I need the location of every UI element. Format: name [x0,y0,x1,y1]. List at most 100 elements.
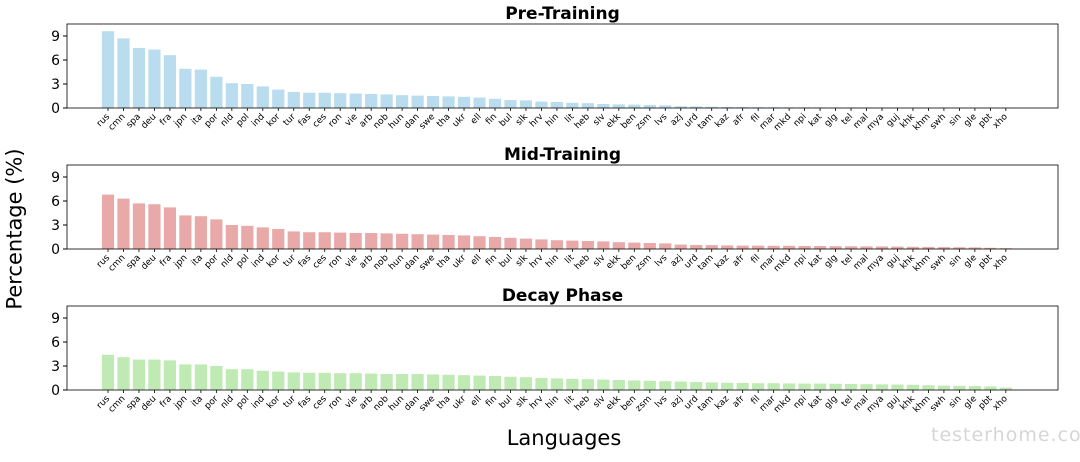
x-tick-label: sin [947,394,963,410]
x-tick-label: ron [327,253,344,270]
x-tick-label: kaz [713,394,731,412]
bar-tam [706,382,718,390]
x-tick-label: pol [235,394,252,411]
x-tick-label: jpn [172,253,190,271]
bar-slk [520,377,532,390]
x-tick-label: swe [418,253,438,273]
x-tick-label: fra [158,112,174,128]
x-tick-label: ell [469,394,484,409]
x-tick-label: hun [387,112,406,131]
x-tick-label: spa [125,253,143,271]
x-tick-label: kor [265,394,282,411]
bar-arb [365,233,377,249]
x-tick-label: por [203,394,221,412]
x-tick-label: swh [928,253,948,273]
x-tick-label: kat [807,253,824,270]
x-tick-label: mya [865,112,886,133]
x-tick-label: nob [372,253,391,272]
panel-title: Pre-Training [505,4,620,24]
bar-slk [520,100,532,108]
bar-lit [566,379,578,390]
bar-kaz [721,245,733,249]
x-tick-label: swe [418,112,438,132]
bar-fin [489,376,501,390]
x-tick-label: arb [358,394,376,412]
x-tick-label: slk [514,393,530,409]
bar-azj [675,382,687,390]
bar-fin [489,237,501,249]
x-tick-label: zsm [634,112,654,132]
bar-ekk [613,380,625,390]
x-tick-label: afr [731,112,747,128]
x-tick-label: bul [498,253,515,270]
x-tick-label: heb [573,112,592,131]
x-tick-label: mkd [772,253,793,274]
x-tick-label: gle [962,394,979,411]
y-tick-label: 0 [51,242,60,258]
bar-deu [148,50,160,108]
x-tick-label: ell [469,112,484,127]
bar-nob [381,94,393,108]
bar-vie [350,94,362,108]
bar-slv [597,104,609,108]
bar-ita [195,216,207,249]
bar-swe [427,96,439,108]
x-tick-label: fas [297,253,314,270]
bar-hin [551,240,563,249]
y-tick-label: 0 [51,101,60,117]
x-tick-label: lvs [653,112,669,128]
x-tick-label: nob [372,394,391,413]
bar-slv [597,380,609,390]
bar-cmn [117,357,129,390]
bar-mar [768,246,780,249]
x-tick-label: glg [823,112,840,129]
x-tick-label: tha [435,112,453,130]
x-tick-label: ell [469,253,484,268]
x-tick-label: hun [387,253,406,272]
bar-pol [241,226,253,249]
x-tick-label: zsm [634,253,654,273]
x-tick-label: nld [219,253,236,270]
bar-rus [102,31,114,108]
bar-ukr [458,97,470,108]
x-tick-label: deu [139,112,158,131]
bar-por [210,366,222,390]
bar-lvs [659,243,671,249]
bar-kor [272,372,284,390]
x-tick-label: arb [358,253,376,271]
bar-kaz [721,383,733,390]
x-tick-label: slk [514,252,530,268]
bar-swh [938,386,950,390]
x-tick-label: hrv [528,253,546,271]
bar-ind [257,227,269,249]
x-tick-label: tur [282,112,298,128]
y-tick-label: 9 [51,29,60,45]
x-tick-label: fra [158,394,174,410]
x-tick-label: ukr [451,394,469,412]
y-axis-label-text: Percentage (%) [3,148,27,309]
bar-rus [102,195,114,249]
x-tick-label: mya [865,253,886,274]
x-tick-label: fin [484,112,499,127]
bar-hrv [535,378,547,390]
x-tick-label: ces [311,394,329,412]
x-tick-label: ekk [605,393,624,412]
x-tick-label: ekk [605,111,624,130]
x-tick-label: mya [865,394,886,415]
bar-ben [628,380,640,390]
bar-azj [675,245,687,249]
bar-bul [504,377,516,390]
x-tick-label: mkd [772,394,793,415]
bar-kat [814,384,826,390]
x-tick-label: ron [327,394,344,411]
x-tick-label: lvs [653,253,669,269]
x-tick-label: spa [125,394,143,412]
x-tick-label: kat [807,394,824,411]
bar-nob [381,374,393,390]
y-tick-label: 3 [51,359,60,375]
x-tick-label: sin [947,112,963,128]
bar-ukr [458,235,470,249]
bar-nld [226,83,238,108]
x-tick-label: nld [219,112,236,129]
bar-ukr [458,375,470,390]
